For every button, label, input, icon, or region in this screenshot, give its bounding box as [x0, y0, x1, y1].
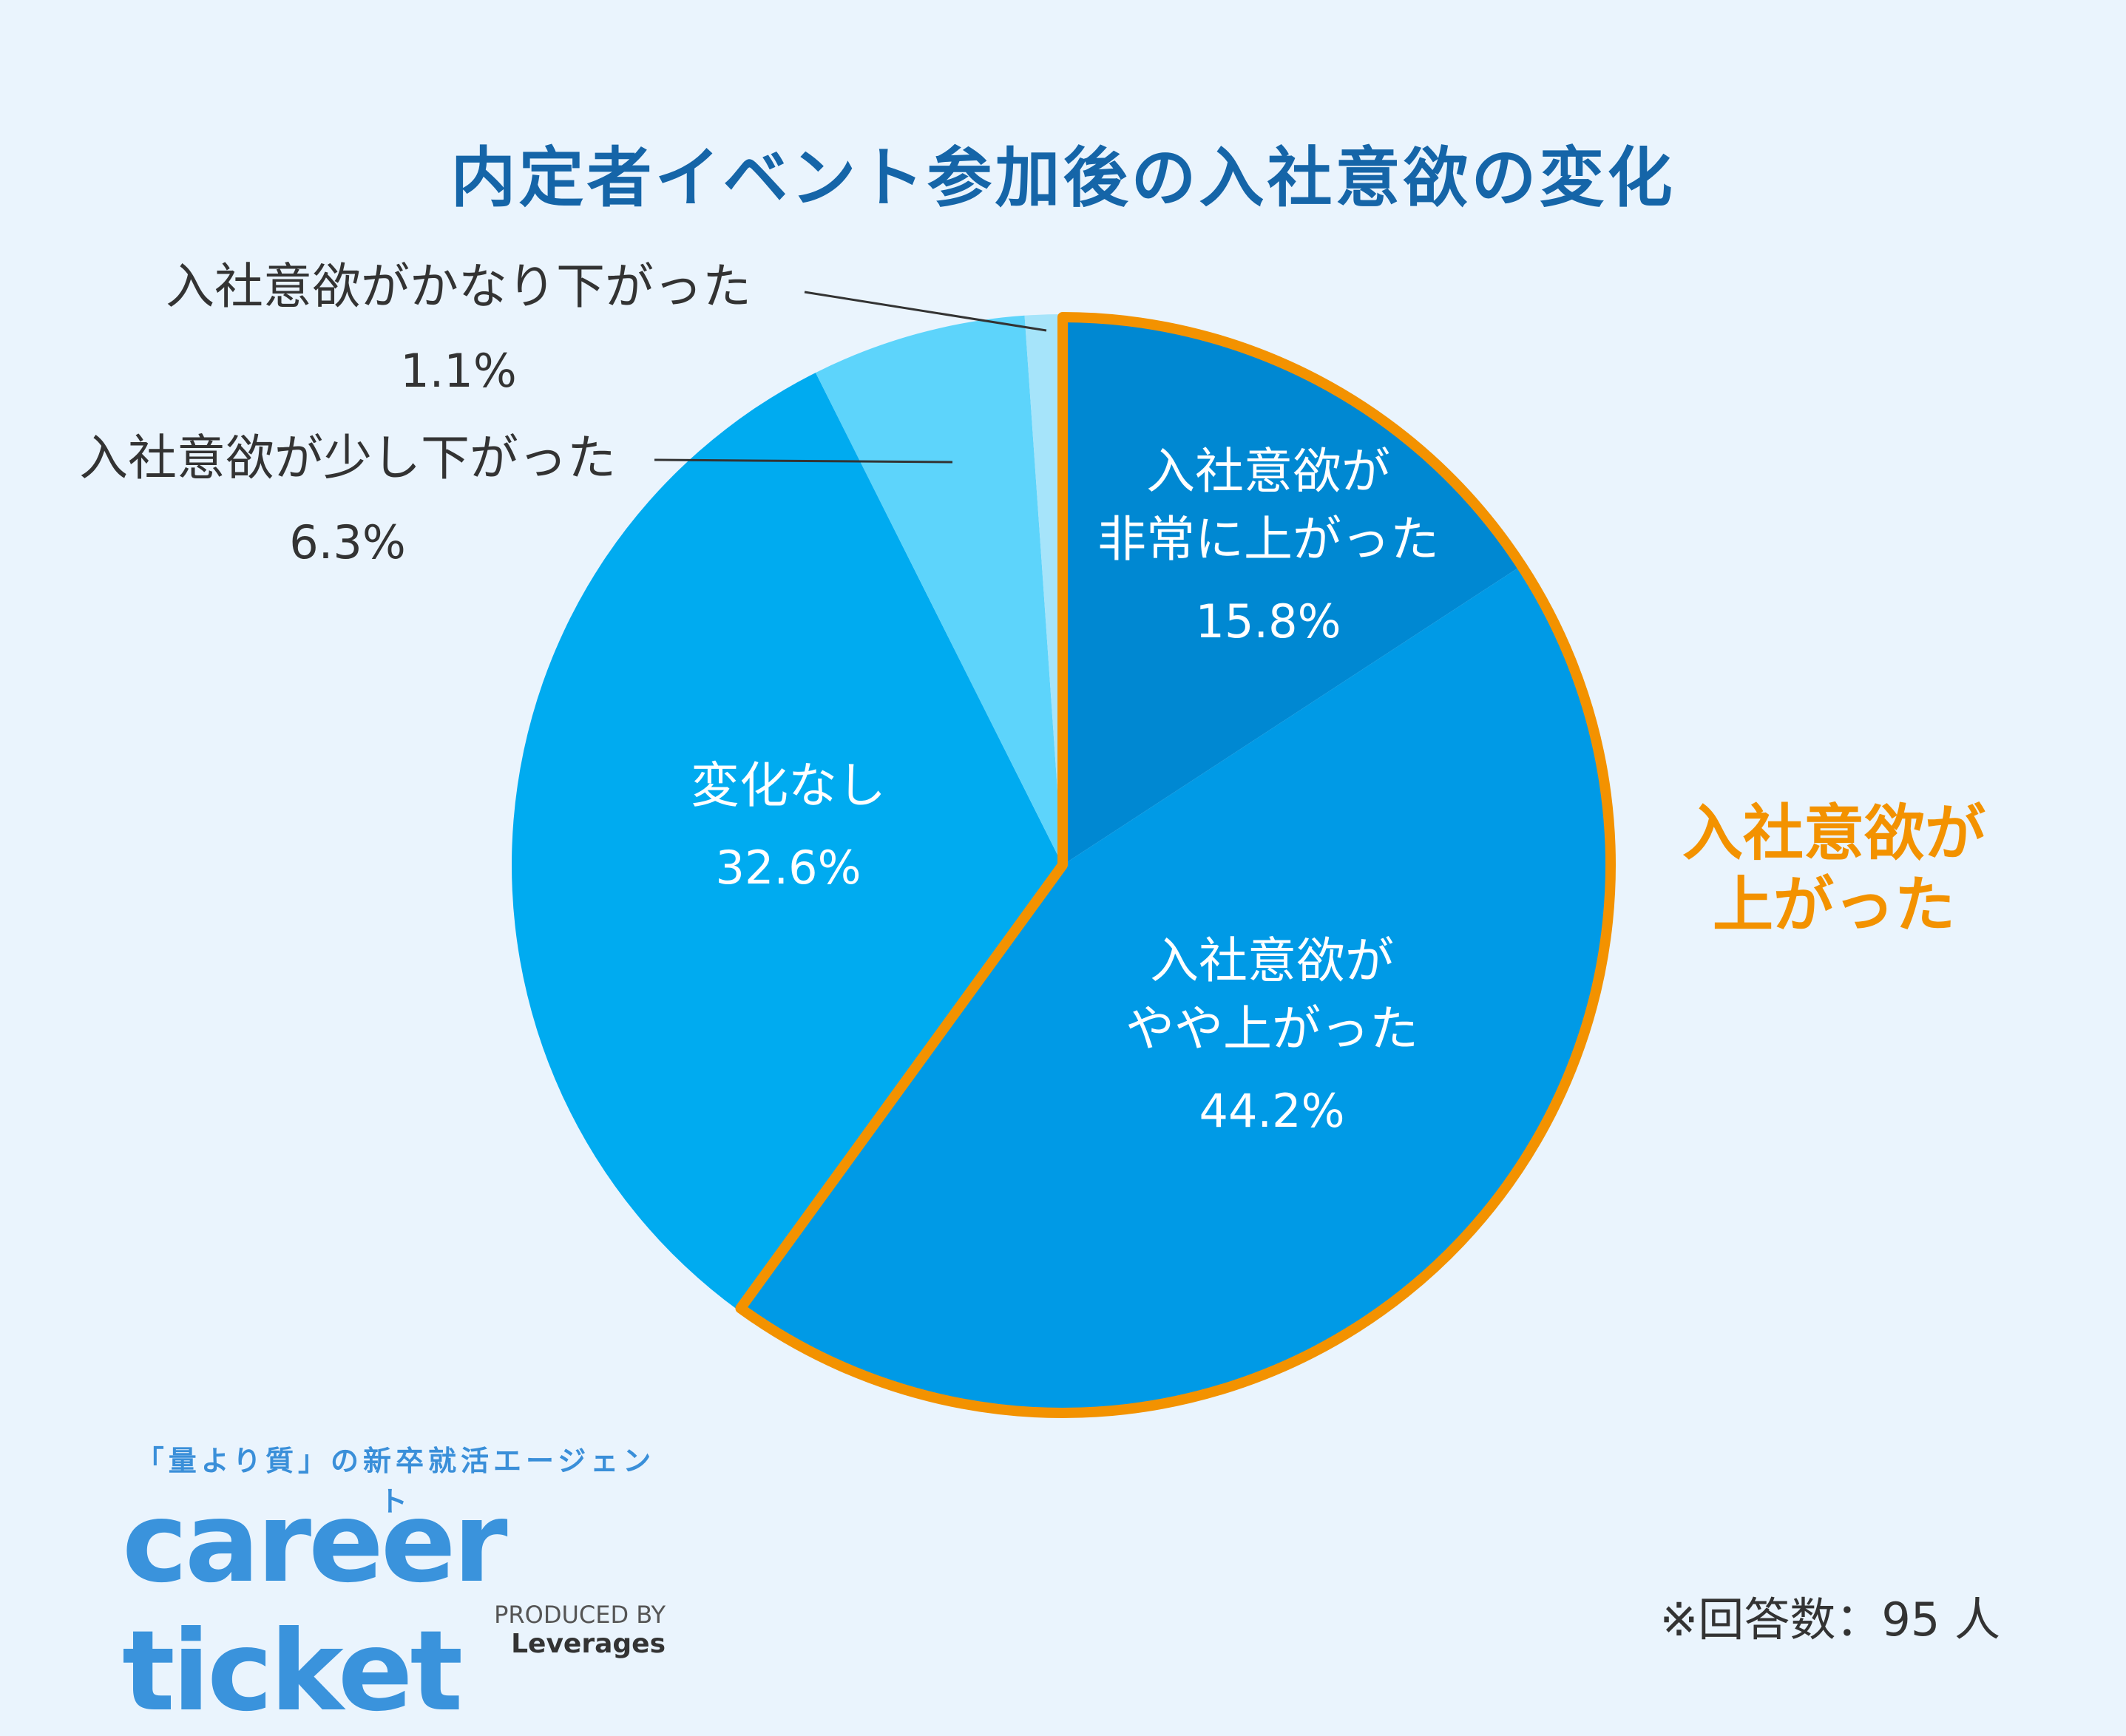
highlight-callout-line-2: 上がった — [1712, 869, 1955, 940]
label-slight-down-value: 6.3% — [289, 515, 406, 569]
label-no-change-value: 32.6% — [716, 841, 861, 895]
label-no-change-line-1: 変化なし — [691, 757, 886, 814]
leader-slight-down — [654, 458, 953, 464]
chart-title: 内定者イベント参加後の入社意欲の変化 — [450, 140, 1676, 216]
label-slight-down-text: 入社意欲が少し下がった — [79, 430, 616, 486]
slice-much-down — [1024, 314, 1063, 865]
label-slight-down: 入社意欲が少し下がった 6.3% — [52, 430, 643, 569]
highlight-callout-line-1: 入社意欲が — [1682, 799, 1985, 869]
produced-by: PRODUCED BY Leverages — [355, 1601, 666, 1659]
produced-by-prefix: PRODUCED BY — [494, 1601, 666, 1629]
label-much-up-line-2: 非常に上がった — [1097, 511, 1439, 568]
slice-much-up — [1063, 314, 1524, 865]
respondent-count-note: ※回答数：95 人 — [1659, 1593, 2000, 1647]
label-slight-up-line-1: 入社意欲が — [1150, 932, 1394, 989]
label-much-up-line-1: 入社意欲が — [1146, 443, 1390, 500]
career-ticket-logo: career ticket — [122, 1479, 508, 1736]
label-much-up-value: 15.8% — [1196, 594, 1341, 648]
slice-slight-down — [815, 315, 1063, 865]
slice-no-change — [511, 373, 1063, 1311]
label-slight-up-value: 44.2% — [1199, 1084, 1345, 1138]
label-slight-up-line-2: やや上がった — [1125, 1000, 1418, 1057]
leader-much-down — [804, 291, 1047, 332]
produced-by-name: Leverages — [511, 1629, 666, 1659]
label-much-down: 入社意欲がかなり下がった 1.1% — [111, 258, 806, 398]
brand-tagline: 「量より質」の新卒就活エージェント — [135, 1445, 656, 1518]
label-much-down-value: 1.1% — [400, 343, 517, 398]
highlight-callout: 入社意欲が 上がった — [1649, 799, 2019, 942]
label-much-down-text: 入社意欲がかなり下がった — [166, 258, 751, 315]
highlight-outline — [735, 312, 1616, 1418]
slice-slight-up — [739, 563, 1614, 1417]
